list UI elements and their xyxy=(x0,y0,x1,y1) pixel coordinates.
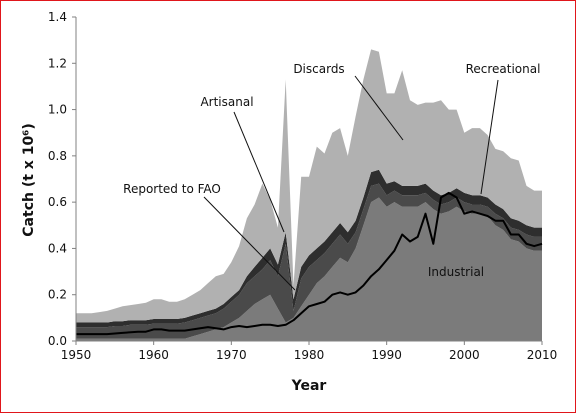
y-tick-label: 0.4 xyxy=(48,241,67,255)
recreational-leader-line xyxy=(480,79,499,195)
reported-to-fao-line xyxy=(76,191,543,336)
industrial-area xyxy=(76,197,542,341)
y-tick-label: 0.0 xyxy=(48,334,67,348)
y-tick-label: 0.2 xyxy=(48,288,67,302)
discards-leader-line xyxy=(354,75,404,141)
reported-to-fao-layer xyxy=(76,191,543,336)
x-tick-label: 1970 xyxy=(216,348,247,362)
y-tick-label: 0.6 xyxy=(48,195,67,209)
discards-area xyxy=(76,49,542,323)
x-tick-label: 1960 xyxy=(138,348,169,362)
y-tick-label: 1.0 xyxy=(48,103,67,117)
industrial-label: Industrial xyxy=(428,265,484,279)
y-tick-label: 1.2 xyxy=(48,56,67,70)
discards-label: Discards xyxy=(293,62,344,76)
y-axis-title: Catch (t x 10⁶) xyxy=(21,123,37,236)
reported-to-fao-label: Reported to FAO xyxy=(123,182,221,196)
artisanal-label: Artisanal xyxy=(200,95,253,109)
x-tick-label: 1980 xyxy=(294,348,325,362)
x-axis-title: Year xyxy=(291,378,327,394)
y-tick-label: 1.4 xyxy=(48,10,67,24)
y-tick-label: 0.8 xyxy=(48,149,67,163)
stacked-areas xyxy=(76,49,542,341)
x-tick-label: 2010 xyxy=(527,348,558,362)
artisanal-leader-line xyxy=(233,111,285,233)
x-tick-label: 1990 xyxy=(371,348,402,362)
reported-to-fao-leader-line xyxy=(203,196,296,291)
recreational-label: Recreational xyxy=(466,62,541,76)
x-tick-label: 1950 xyxy=(61,348,92,362)
y-ticks: 0.0 0.2 0.4 0.6 0.8 1.0 1.2 1.4 xyxy=(48,10,76,348)
x-ticks: 1950 1960 1970 1980 1990 2000 2010 xyxy=(61,341,558,362)
x-tick-label: 2000 xyxy=(449,348,480,362)
